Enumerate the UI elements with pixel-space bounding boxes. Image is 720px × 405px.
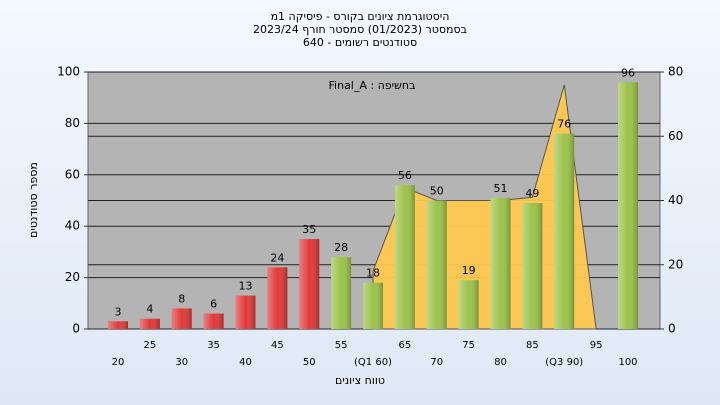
x-tick-label: 85: [526, 340, 539, 351]
bar-shade: [490, 197, 511, 329]
value-label: 56: [398, 169, 412, 182]
bar-shade: [363, 282, 383, 329]
annotation: בחשיפה : Final_A: [329, 79, 416, 92]
y-tick-label: 100: [57, 65, 80, 79]
x-tick-label: 45: [271, 340, 284, 351]
value-label: 28: [334, 241, 348, 254]
bar-shade: [171, 308, 192, 329]
x-tick-label: (Q3 90): [545, 357, 583, 368]
x-tick-label: 40: [239, 357, 252, 368]
bar-shade: [139, 318, 160, 329]
y2-tick-label: 0: [668, 322, 676, 336]
x-axis-label: טווח ציונים: [335, 374, 385, 387]
value-label: 96: [621, 66, 635, 79]
title-line: בסמסטר (01/2023) סמסטר חורף 2023/24: [253, 23, 467, 36]
bar-shade: [522, 203, 543, 329]
y2-tick-label: 40: [668, 193, 683, 207]
x-tick-label: 70: [430, 357, 443, 368]
x-tick-label: 65: [399, 340, 412, 351]
x-tick-label: 80: [494, 357, 507, 368]
x-tick-label: 55: [335, 340, 348, 351]
x-tick-label: 50: [303, 357, 316, 368]
bar-shade: [267, 267, 288, 329]
bar-shade: [203, 313, 224, 329]
value-label: 19: [462, 264, 476, 277]
bar-shade: [108, 321, 128, 329]
bar-shade: [618, 82, 638, 329]
y2-tick-label: 20: [668, 257, 683, 271]
value-label: 4: [146, 303, 153, 316]
value-label: 13: [239, 280, 253, 293]
value-label: 24: [270, 251, 284, 264]
bar-shade: [458, 280, 479, 329]
value-label: 8: [178, 292, 185, 305]
x-tick-label: 95: [590, 340, 603, 351]
y2-tick-label: 80: [668, 65, 683, 79]
value-label: 6: [210, 298, 217, 311]
x-tick-label: 25: [144, 340, 157, 351]
value-label: 76: [557, 118, 571, 131]
x-tick-label: (Q1 60): [354, 357, 392, 368]
y2-tick-label: 60: [668, 129, 683, 143]
value-label: 50: [430, 185, 444, 198]
y-tick-label: 80: [65, 116, 80, 130]
title-line: היסטוגרמת ציונים בקורס - פיסיקה 1מ: [271, 10, 450, 23]
value-label: 49: [525, 187, 539, 200]
bar-shade: [554, 133, 575, 329]
x-tick-label: 30: [175, 357, 188, 368]
title-line: סטודנטים רשומים - 640: [303, 36, 417, 49]
x-tick-label: 100: [618, 357, 637, 368]
bar-shade: [426, 200, 447, 329]
y-axis-label: מספר סטודנטים: [27, 162, 40, 238]
x-tick-label: 35: [207, 340, 220, 351]
y-tick-label: 20: [65, 270, 80, 284]
y-tick-label: 0: [72, 322, 80, 336]
y-tick-label: 60: [65, 167, 80, 181]
value-label: 51: [494, 182, 508, 195]
x-tick-label: 20: [112, 357, 125, 368]
bar-shade: [331, 257, 352, 329]
value-label: 35: [302, 223, 316, 236]
value-label: 3: [115, 305, 122, 318]
x-tick-label: 75: [462, 340, 475, 351]
bar-shade: [235, 295, 256, 329]
bar-shade: [299, 239, 320, 329]
y-tick-label: 40: [65, 219, 80, 233]
value-label: 18: [366, 267, 380, 280]
bar-shade: [394, 185, 415, 329]
